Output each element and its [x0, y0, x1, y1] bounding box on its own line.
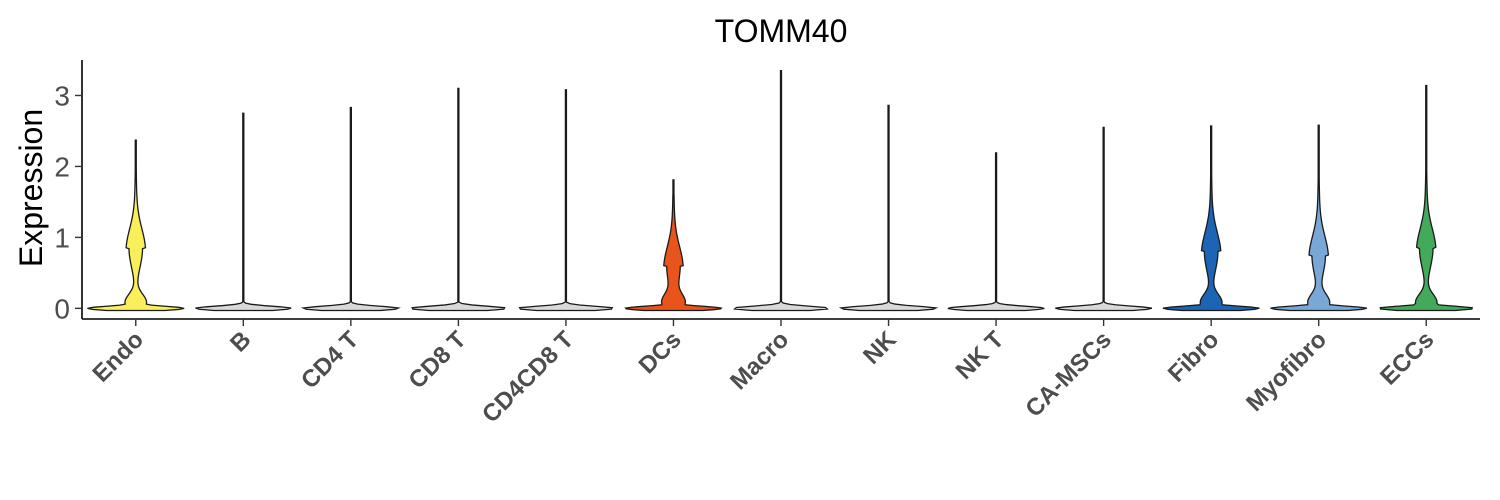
y-tick-label: 2 [54, 151, 70, 182]
x-tick-label: B [225, 326, 256, 357]
x-tick-label: Macro [725, 326, 794, 395]
violin-b [195, 112, 292, 312]
violin-myofibro [1270, 124, 1368, 312]
y-tick-label: 3 [54, 80, 70, 111]
y-axis-label: Expression [13, 109, 49, 267]
violin-nk-t [947, 152, 1045, 312]
x-tick-label: DCs [634, 326, 687, 379]
x-tick-label: CD8 T [404, 326, 472, 394]
y-axis: 0 1 2 3 [54, 60, 83, 324]
x-axis: Endo B CD4 T CD8 T CD4CD8 T DCs Macro NK NK T CA-… [82, 318, 1480, 428]
violin-dcs [624, 179, 723, 312]
violin-nk [838, 104, 939, 312]
violin-eccs [1379, 84, 1473, 312]
x-tick-label: CD4CD8 T [477, 326, 579, 428]
x-tick-label: Myofibro [1241, 326, 1332, 417]
violin-group [87, 69, 1473, 312]
violin-fibro [1162, 125, 1260, 312]
x-tick-label: NK [858, 326, 902, 370]
y-tick-label: 1 [54, 222, 70, 253]
x-tick-label: CD4 T [296, 326, 364, 394]
x-tick-label: NK T [951, 326, 1010, 385]
x-tick-label: CA-MSCs [1020, 326, 1116, 422]
violin-cd4-t [300, 106, 401, 312]
violin-macro [733, 69, 829, 312]
x-tick-label: ECCs [1375, 326, 1439, 390]
x-tick-label: Fibro [1163, 326, 1225, 388]
violin-cd8-t [411, 87, 506, 312]
violin-endo [87, 139, 185, 312]
y-tick-label: 0 [54, 293, 70, 324]
violin-cd4cd8-t [518, 89, 614, 312]
chart-title: TOMM40 [715, 13, 848, 49]
x-tick-label: Endo [87, 326, 149, 388]
violin-ca-mscs [1055, 126, 1153, 312]
